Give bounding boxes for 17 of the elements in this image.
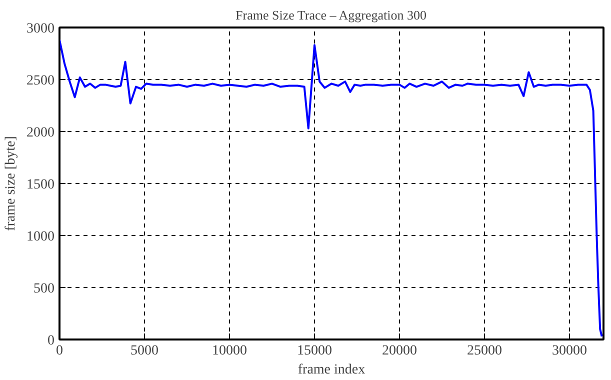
x-axis-title: frame index xyxy=(298,362,366,378)
x-tick-label: 25000 xyxy=(467,344,502,358)
x-tick-label: 10000 xyxy=(212,344,247,358)
y-tick-label: 2500 xyxy=(26,74,54,88)
y-tick-label: 3000 xyxy=(26,22,54,36)
chart-title: Frame Size Trace – Aggregation 300 xyxy=(236,8,427,22)
y-tick-label: 500 xyxy=(34,282,54,296)
x-tick-label: 15000 xyxy=(297,344,332,358)
x-tick-label: 20000 xyxy=(382,344,417,358)
y-tick-label: 2000 xyxy=(26,126,54,140)
line-series xyxy=(60,38,603,338)
x-tick-label: 5000 xyxy=(130,344,158,358)
y-tick-label: 0 xyxy=(48,334,54,348)
y-tick-label: 1500 xyxy=(26,178,54,192)
y-tick-label: 1000 xyxy=(26,230,54,244)
y-axis-title: frame size [byte] xyxy=(4,136,18,231)
x-tick-label: 30000 xyxy=(552,344,587,358)
